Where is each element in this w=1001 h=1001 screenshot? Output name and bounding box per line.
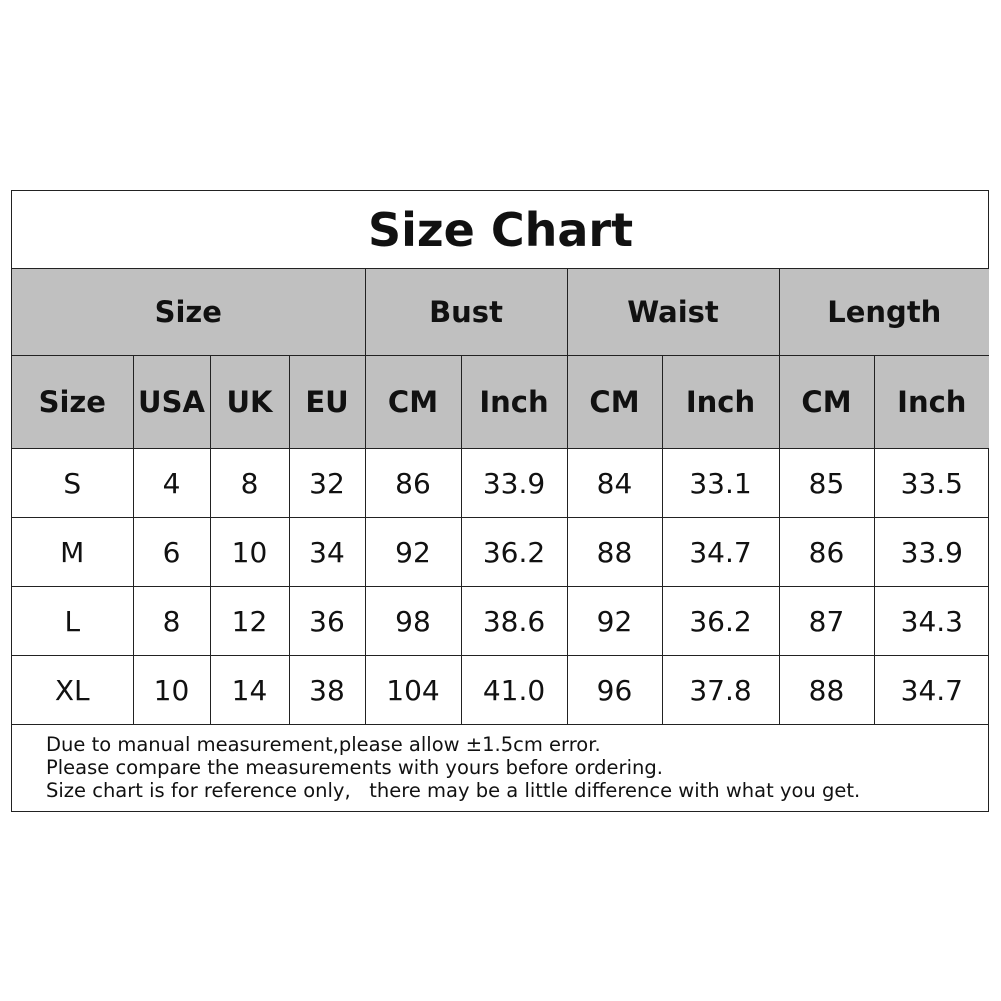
- table-cell: 10: [209, 517, 290, 587]
- note-line: Please compare the measurements with you…: [46, 756, 663, 779]
- table-cell: 33.9: [460, 448, 568, 518]
- column-header-row: Size USA UK EU CM Inch CM Inch CM Inch: [12, 355, 990, 449]
- column-header-cell: Inch: [460, 355, 568, 449]
- table-cell: 34.3: [873, 586, 990, 656]
- table-cell: 41.0: [460, 655, 568, 725]
- table-cell: 36.2: [661, 586, 780, 656]
- table-cell: 10: [132, 655, 211, 725]
- table-cell: 4: [132, 448, 211, 518]
- group-header-row: Size Bust Waist Length: [12, 268, 990, 356]
- table-cell: 86: [364, 448, 462, 518]
- table-cell: 34.7: [661, 517, 780, 587]
- table-cell: 8: [132, 586, 211, 656]
- column-header-cell: Inch: [873, 355, 990, 449]
- table-cell: 33.9: [873, 517, 990, 587]
- notes-row: Due to manual measurement,please allow ±…: [12, 724, 990, 811]
- table-cell: L: [12, 586, 134, 656]
- table-cell: 87: [778, 586, 875, 656]
- table-cell: M: [12, 517, 134, 587]
- column-header-cell: CM: [778, 355, 875, 449]
- table-cell: 32: [288, 448, 366, 518]
- group-header-cell: Bust: [364, 268, 568, 356]
- column-header-cell: Size: [12, 355, 134, 449]
- column-header-cell: USA: [132, 355, 211, 449]
- table-cell: 84: [566, 448, 663, 518]
- notes: Due to manual measurement,please allow ±…: [12, 724, 990, 811]
- table-cell: 14: [209, 655, 290, 725]
- table-cell: 8: [209, 448, 290, 518]
- table-cell: 104: [364, 655, 462, 725]
- column-header-cell: EU: [288, 355, 366, 449]
- table-cell: 86: [778, 517, 875, 587]
- size-chart-table: Size Chart Size Bust Waist Length Size USA UK E…: [11, 190, 990, 812]
- table-cell: 92: [566, 586, 663, 656]
- group-header-cell: Waist: [566, 268, 780, 356]
- table-cell: 38.6: [460, 586, 568, 656]
- table-cell: 12: [209, 586, 290, 656]
- table-cell: 36: [288, 586, 366, 656]
- note-line: Due to manual measurement,please allow ±…: [46, 733, 601, 756]
- table-cell: 38: [288, 655, 366, 725]
- table-cell: 33.5: [873, 448, 990, 518]
- table-cell: 96: [566, 655, 663, 725]
- table-cell: 34.7: [873, 655, 990, 725]
- column-header-cell: Inch: [661, 355, 780, 449]
- table-cell: 88: [566, 517, 663, 587]
- table-cell: 37.8: [661, 655, 780, 725]
- table-cell: 6: [132, 517, 211, 587]
- table-cell: S: [12, 448, 134, 518]
- table-cell: 36.2: [460, 517, 568, 587]
- column-header-cell: CM: [566, 355, 663, 449]
- table-row: L 8 12 36 98 38.6 92 36.2 87 34.3: [12, 586, 990, 656]
- table-cell: XL: [12, 655, 134, 725]
- table-cell: 85: [778, 448, 875, 518]
- chart-title: Size Chart: [12, 191, 990, 269]
- column-header-cell: UK: [209, 355, 290, 449]
- table-cell: 98: [364, 586, 462, 656]
- table-cell: 88: [778, 655, 875, 725]
- column-header-cell: CM: [364, 355, 462, 449]
- table-row: S 4 8 32 86 33.9 84 33.1 85 33.5: [12, 448, 990, 518]
- table-cell: 33.1: [661, 448, 780, 518]
- group-header-cell: Size: [12, 268, 366, 356]
- table-row: XL 10 14 38 104 41.0 96 37.8 88 34.7: [12, 655, 990, 725]
- table-row: M 6 10 34 92 36.2 88 34.7 86 33.9: [12, 517, 990, 587]
- table-cell: 34: [288, 517, 366, 587]
- group-header-cell: Length: [778, 268, 990, 356]
- table-cell: 92: [364, 517, 462, 587]
- note-line: Size chart is for reference only, there …: [46, 779, 861, 802]
